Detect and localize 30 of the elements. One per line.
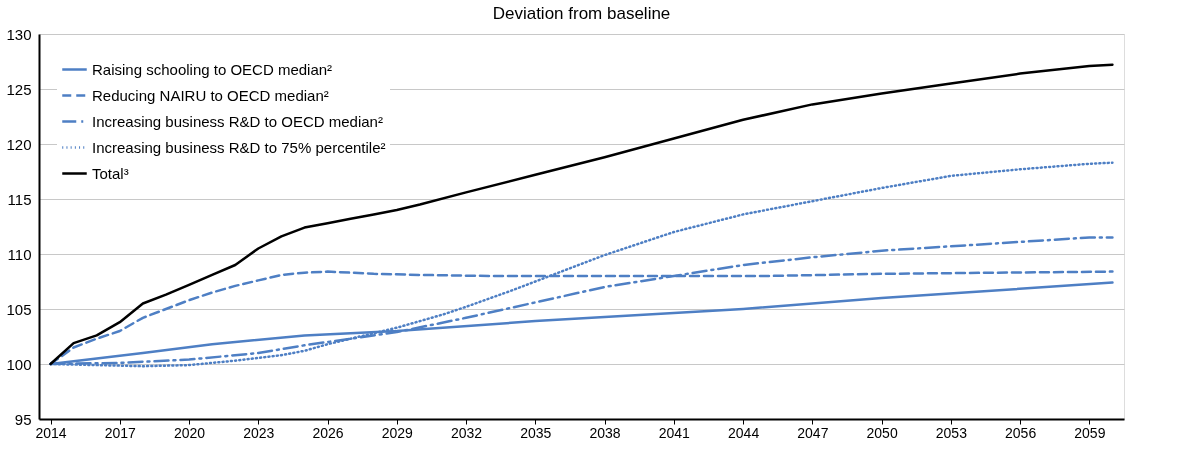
x-tick-label: 2053 — [935, 424, 968, 441]
x-tick-label: 2059 — [1074, 424, 1106, 441]
y-tick-label: 120 — [6, 135, 32, 153]
y-tick-label: 125 — [6, 80, 32, 98]
x-tick-label: 2020 — [173, 424, 206, 441]
x-tick-label: 2038 — [589, 424, 621, 441]
legend-label: Raising schooling to OECD median² — [92, 60, 333, 78]
y-tick-label: 100 — [6, 355, 32, 373]
legend-label: Increasing business R&D to 75% percentile² — [92, 138, 386, 156]
x-tick-label: 2047 — [797, 424, 829, 441]
y-tick-label: 95 — [14, 410, 32, 428]
x-tick-label: 2029 — [381, 424, 414, 441]
x-tick-label: 2023 — [243, 424, 275, 441]
x-tick-label: 2035 — [520, 424, 552, 441]
y-tick-label: 130 — [6, 25, 32, 43]
x-tick-label: 2056 — [1005, 424, 1037, 441]
y-tick-label: 105 — [6, 300, 32, 318]
legend-label: Total³ — [92, 164, 129, 182]
x-tick-label: 2014 — [35, 424, 67, 441]
x-tick-label: 2050 — [866, 424, 898, 441]
x-tick-label: 2041 — [658, 424, 691, 441]
x-tick-label: 2044 — [728, 424, 760, 441]
legend-label: Increasing business R&D to OECD median² — [92, 112, 383, 130]
y-tick-label: 115 — [7, 190, 32, 208]
x-tick-label: 2032 — [451, 424, 483, 441]
x-tick-label: 2017 — [104, 424, 137, 441]
y-tick-label: 110 — [7, 245, 32, 263]
x-tick-label: 2026 — [312, 424, 344, 441]
chart-title: Deviation from baseline — [492, 4, 671, 23]
legend-label: Reducing NAIRU to OECD median² — [92, 86, 329, 104]
